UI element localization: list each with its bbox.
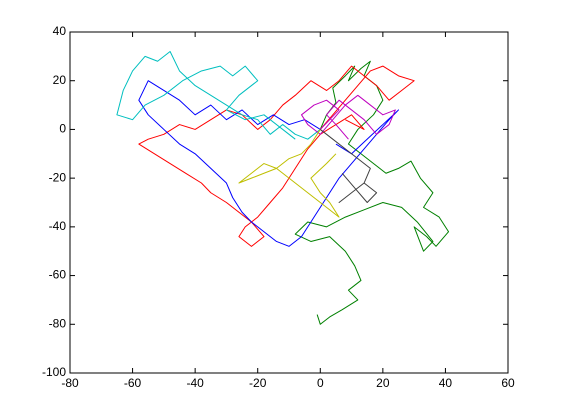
walk-line: [138, 65, 415, 247]
walk-line: [116, 50, 321, 140]
plot-area: [70, 32, 508, 373]
x-tick-label: -40: [186, 376, 204, 390]
x-tick-label: 0: [317, 376, 324, 390]
walk-line: [301, 94, 396, 140]
y-tick-label: 40: [53, 24, 67, 38]
walk-line: [319, 129, 378, 203]
x-tick-label: 60: [501, 376, 515, 390]
y-tick-label: 0: [59, 122, 66, 136]
y-tick-label: -20: [49, 170, 67, 184]
axes-box: [69, 31, 509, 374]
walk-line: [294, 60, 450, 325]
x-tick-label: -80: [61, 376, 79, 390]
walk-line: [238, 129, 340, 218]
y-tick-label: -40: [49, 219, 67, 233]
walk-line: [138, 80, 399, 247]
y-tick-label: -60: [49, 268, 67, 282]
x-tick-label: -20: [249, 376, 267, 390]
y-tick-label: -100: [42, 365, 66, 379]
x-tick-label: -60: [124, 376, 142, 390]
x-tick-label: 40: [439, 376, 453, 390]
y-tick-label: -80: [49, 316, 67, 330]
y-tick-label: 20: [53, 73, 67, 87]
x-tick-label: 20: [376, 376, 390, 390]
